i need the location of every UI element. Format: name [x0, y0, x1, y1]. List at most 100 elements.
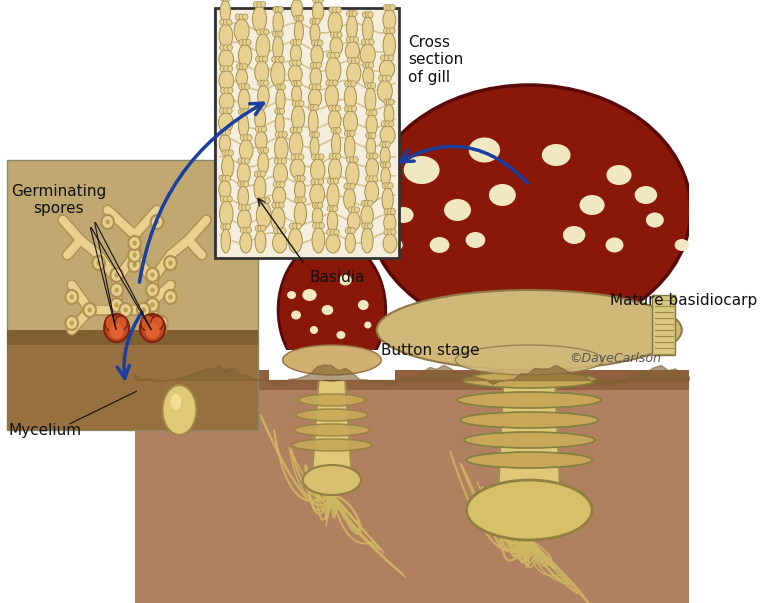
Ellipse shape: [346, 62, 361, 84]
Text: Germinating
spores: Germinating spores: [11, 184, 106, 216]
Ellipse shape: [350, 53, 362, 79]
Circle shape: [334, 113, 339, 119]
Text: Button stage: Button stage: [381, 343, 480, 358]
Circle shape: [276, 7, 281, 13]
Circle shape: [354, 159, 359, 165]
Circle shape: [329, 7, 334, 13]
Ellipse shape: [238, 45, 252, 67]
Circle shape: [243, 39, 248, 45]
Circle shape: [280, 71, 286, 77]
Circle shape: [223, 224, 228, 230]
Circle shape: [246, 39, 251, 45]
Circle shape: [296, 101, 301, 107]
Circle shape: [317, 40, 323, 46]
Circle shape: [337, 159, 343, 165]
Circle shape: [299, 178, 304, 184]
Circle shape: [247, 177, 253, 183]
Circle shape: [319, 179, 324, 185]
Circle shape: [296, 223, 302, 229]
Circle shape: [313, 203, 318, 209]
Circle shape: [347, 57, 353, 63]
Circle shape: [372, 179, 378, 185]
Circle shape: [164, 256, 177, 270]
Ellipse shape: [278, 207, 289, 233]
Circle shape: [352, 159, 357, 165]
Circle shape: [317, 133, 323, 139]
Circle shape: [353, 91, 358, 96]
Circle shape: [128, 258, 141, 272]
Circle shape: [360, 115, 366, 121]
Circle shape: [372, 45, 377, 51]
Ellipse shape: [225, 209, 236, 231]
Circle shape: [244, 84, 250, 90]
Ellipse shape: [288, 228, 303, 253]
Circle shape: [343, 159, 348, 165]
Ellipse shape: [265, 186, 276, 210]
Circle shape: [264, 46, 270, 52]
Circle shape: [353, 46, 359, 52]
Circle shape: [223, 0, 228, 1]
Ellipse shape: [325, 85, 339, 108]
Ellipse shape: [605, 238, 624, 253]
Circle shape: [65, 316, 78, 330]
Circle shape: [348, 227, 353, 233]
Circle shape: [155, 316, 167, 330]
Ellipse shape: [607, 165, 631, 185]
Ellipse shape: [225, 54, 236, 78]
Circle shape: [333, 27, 338, 33]
Ellipse shape: [367, 77, 379, 98]
Circle shape: [168, 260, 173, 265]
Circle shape: [231, 180, 237, 186]
Ellipse shape: [294, 424, 370, 436]
Ellipse shape: [465, 232, 485, 248]
Circle shape: [273, 31, 278, 37]
Circle shape: [275, 31, 280, 37]
Circle shape: [219, 175, 224, 182]
Ellipse shape: [345, 136, 355, 160]
Circle shape: [159, 321, 164, 326]
Circle shape: [313, 223, 318, 229]
Circle shape: [278, 7, 283, 13]
Circle shape: [272, 56, 277, 62]
Circle shape: [316, 90, 322, 96]
Circle shape: [327, 206, 333, 212]
Circle shape: [261, 157, 266, 163]
Circle shape: [255, 226, 260, 232]
Circle shape: [88, 308, 92, 312]
Circle shape: [344, 183, 349, 189]
Circle shape: [242, 90, 247, 96]
Circle shape: [220, 0, 226, 1]
Circle shape: [377, 89, 382, 95]
Ellipse shape: [444, 199, 471, 221]
Circle shape: [220, 224, 226, 230]
Ellipse shape: [430, 237, 449, 253]
Ellipse shape: [303, 289, 316, 301]
Circle shape: [247, 27, 252, 33]
Circle shape: [304, 178, 310, 184]
Circle shape: [231, 114, 237, 120]
Circle shape: [151, 215, 164, 229]
Ellipse shape: [257, 203, 271, 229]
Circle shape: [257, 171, 263, 177]
Ellipse shape: [370, 229, 383, 241]
Ellipse shape: [347, 212, 360, 230]
Ellipse shape: [466, 452, 592, 468]
Circle shape: [348, 106, 353, 112]
Circle shape: [385, 121, 390, 127]
Circle shape: [337, 32, 343, 38]
Circle shape: [243, 200, 248, 206]
Circle shape: [308, 104, 313, 110]
Ellipse shape: [377, 290, 682, 370]
Circle shape: [132, 253, 137, 257]
Circle shape: [257, 1, 262, 7]
Circle shape: [279, 177, 284, 183]
Ellipse shape: [371, 96, 382, 124]
Circle shape: [146, 298, 159, 312]
Circle shape: [315, 18, 320, 24]
Circle shape: [310, 62, 316, 68]
Circle shape: [269, 133, 274, 139]
Circle shape: [361, 200, 366, 206]
Circle shape: [356, 25, 362, 31]
Circle shape: [238, 204, 243, 210]
Circle shape: [319, 154, 324, 160]
